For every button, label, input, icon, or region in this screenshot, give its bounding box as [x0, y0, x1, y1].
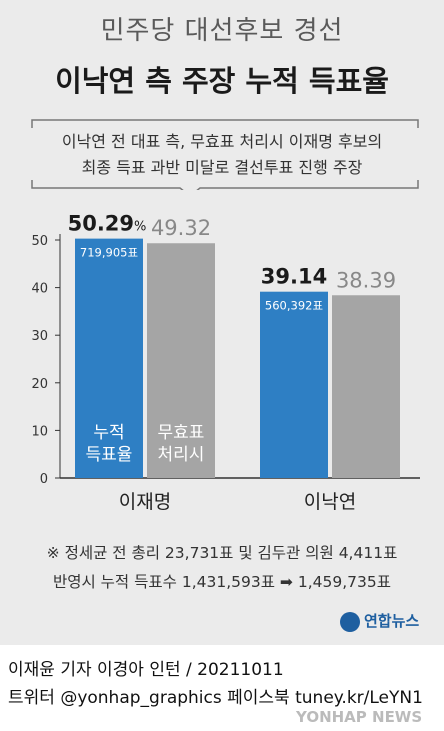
category-label: 이재명	[119, 491, 171, 513]
yonhap-logo-text: 연합뉴스	[364, 612, 420, 630]
series-label: 무효표	[158, 423, 205, 443]
arrow-icon: ➡	[279, 573, 293, 591]
credit-line: 이재윤 기자 이경아 인턴 / 20211011	[8, 660, 284, 680]
unit-label: %	[134, 220, 146, 235]
footnote-line-2-before: 반영시 누적 득표수 1,431,593표	[52, 573, 275, 591]
title-line-1: 민주당 대선후보 경선	[100, 16, 344, 46]
vote-count-label: 719,905표	[80, 246, 138, 260]
source-area: 이재윤 기자 이경아 인턴 / 20211011 트위터 @yonhap_gra…	[0, 645, 444, 731]
category-label: 이낙연	[304, 491, 356, 513]
callout-line-2: 최종 득표 과반 미달로 결선투표 진행 주장	[81, 158, 363, 177]
y-tick-label: 30	[31, 329, 48, 344]
social-line: 트위터 @yonhap_graphics 페이스북 tuney.kr/LeYN1	[8, 688, 423, 708]
y-tick-label: 0	[40, 472, 48, 487]
y-tick-label: 40	[31, 282, 48, 297]
y-tick-label: 50	[31, 234, 48, 249]
value-label: 39.14	[261, 265, 327, 289]
value-label: 50.29%	[68, 212, 147, 236]
callout-line-1: 이낙연 전 대표 측, 무효표 처리시 이재명 후보의	[61, 132, 383, 151]
series-label: 처리시	[158, 445, 205, 465]
bar	[332, 295, 400, 478]
y-tick-label: 20	[31, 377, 48, 392]
value-label: 49.32	[151, 216, 211, 240]
value-label: 38.39	[336, 268, 396, 292]
footnote-line-1: ※ 정세균 전 총리 23,731표 및 김두관 의원 4,411표	[46, 544, 398, 562]
vote-count-label: 560,392표	[265, 299, 323, 313]
callout-bracket	[31, 119, 419, 190]
series-label: 누적	[93, 423, 124, 443]
footnote-line-2-after: 1,459,735표	[297, 573, 392, 591]
bar	[75, 238, 143, 478]
bar	[260, 291, 328, 478]
series-label: 득표율	[86, 445, 133, 465]
y-tick-label: 10	[31, 424, 48, 439]
bar	[147, 243, 215, 478]
yonhap-logo-icon	[340, 612, 360, 632]
footnote-line-2: 반영시 누적 득표수 1,431,593표 ➡ 1,459,735표	[0, 570, 444, 592]
watermark: YONHAP NEWS	[296, 708, 423, 726]
title-line-2: 이낙연 측 주장 누적 득표율	[55, 64, 389, 98]
